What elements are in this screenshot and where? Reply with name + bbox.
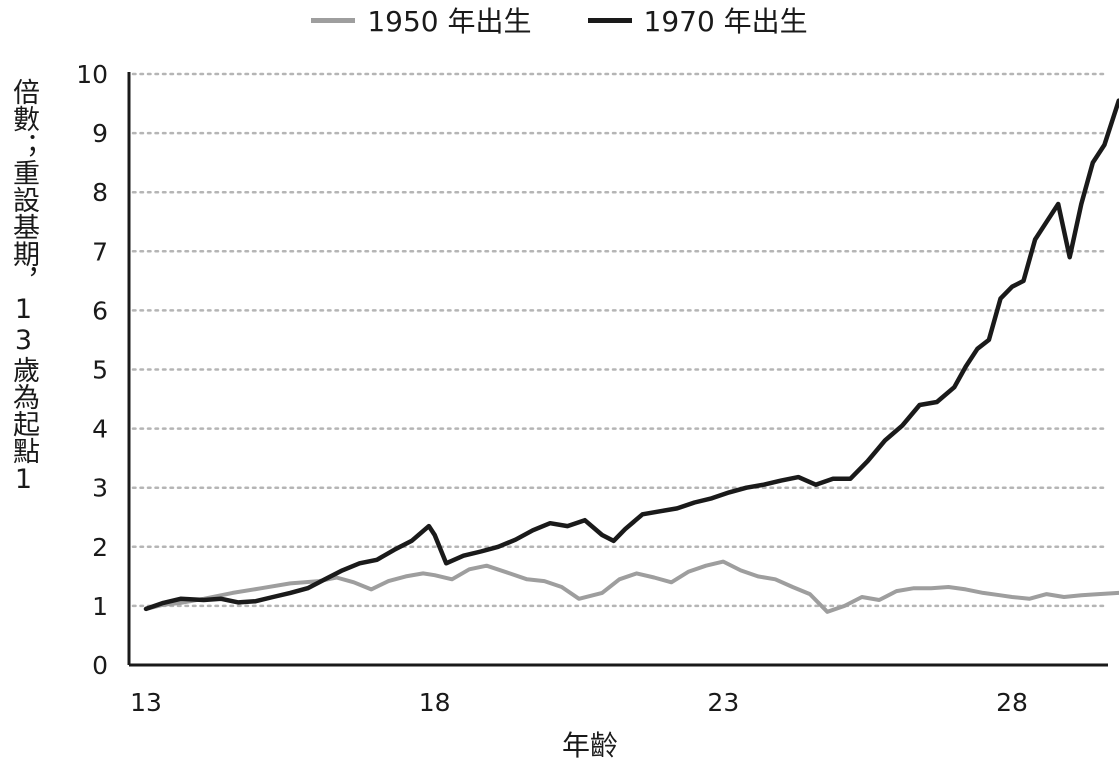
y-tick-9: 9	[92, 119, 108, 148]
x-tick-28: 28	[996, 688, 1028, 717]
y-tick-6: 6	[92, 296, 108, 325]
y-tick-0: 0	[92, 651, 108, 680]
x-tick-labels: 13 18 23 28	[130, 688, 1028, 717]
legend-label-1970: 1970 年出生	[643, 5, 808, 38]
y-tick-4: 4	[92, 415, 108, 444]
series-line-1950	[144, 559, 1119, 614]
legend: 1950 年出生 1970 年出生	[0, 0, 1119, 40]
series-lines	[143, 98, 1119, 614]
y-tick-8: 8	[92, 178, 108, 207]
y-tick-5: 5	[92, 356, 108, 385]
y-tick-2: 2	[92, 533, 108, 562]
x-tick-23: 23	[707, 688, 739, 717]
y-tick-labels: 0 1 2 3 4 5 6 7 8 9 10	[76, 60, 108, 680]
legend-swatch-1950	[311, 17, 356, 23]
y-tick-10: 10	[76, 60, 108, 89]
y-axis-label: 倍數；重設基期，13歲為起點1	[8, 78, 39, 495]
grid-lines	[131, 72, 1110, 608]
x-tick-13: 13	[130, 688, 162, 717]
y-tick-1: 1	[92, 592, 108, 621]
y-tick-7: 7	[92, 237, 108, 266]
x-tick-18: 18	[419, 688, 451, 717]
legend-entry-1970: 1970 年出生	[587, 0, 808, 40]
y-tick-3: 3	[92, 474, 108, 503]
legend-swatch-1970	[587, 17, 632, 23]
legend-label-1950: 1950 年出生	[367, 5, 532, 38]
axes	[127, 72, 1108, 667]
series-line-1970	[143, 98, 1119, 612]
x-axis-label: 年齡	[561, 729, 618, 762]
legend-entry-1950: 1950 年出生	[311, 0, 532, 40]
